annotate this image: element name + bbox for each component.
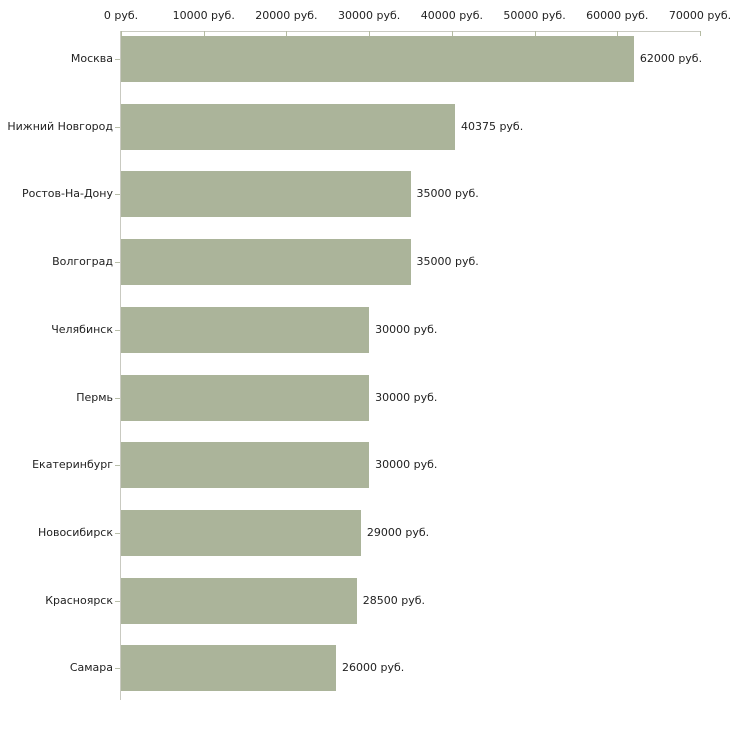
x-axis-tick-label: 40000 руб.	[420, 9, 483, 22]
y-axis-tick-mark	[115, 262, 120, 263]
bar-7	[121, 442, 370, 489]
value-label: 28500 руб.	[362, 593, 425, 607]
value-label: 30000 руб.	[375, 390, 438, 404]
value-label: 30000 руб.	[375, 458, 438, 472]
y-axis-tick-mark	[115, 59, 120, 60]
category-label: Красноярск	[45, 593, 113, 607]
category-label: Волгоград	[52, 255, 113, 269]
x-axis-tick-label: 30000 руб.	[338, 9, 401, 22]
x-axis-tick-label: 10000 руб.	[172, 9, 235, 22]
bar-10	[121, 645, 337, 692]
y-axis-tick-mark	[115, 465, 120, 466]
category-label: Челябинск	[51, 322, 113, 336]
y-axis-tick-mark	[115, 330, 120, 331]
x-axis-tick-mark	[204, 31, 205, 36]
category-label: Нижний Новгород	[7, 119, 113, 133]
x-axis-tick-mark	[535, 31, 536, 36]
x-axis-tick-mark	[452, 31, 453, 36]
value-label: 35000 руб.	[416, 187, 479, 201]
x-axis-tick-mark	[369, 31, 370, 36]
category-label: Самара	[69, 661, 113, 675]
y-axis-tick-mark	[115, 127, 120, 128]
value-label: 40375 руб.	[460, 119, 524, 133]
value-label: 30000 руб.	[375, 322, 438, 336]
y-axis-tick-mark	[115, 398, 120, 399]
bar-5	[121, 306, 370, 353]
x-axis-tick-label: 50000 руб.	[503, 9, 566, 22]
category-label: Москва	[70, 52, 113, 65]
y-axis-tick-mark	[115, 533, 120, 534]
x-axis-tick-label: 70000 руб.	[668, 9, 730, 22]
y-axis-tick-mark	[115, 601, 120, 602]
x-axis-tick-label: 20000 руб.	[255, 9, 318, 22]
value-label: 62000 руб.	[639, 52, 703, 65]
y-axis-line	[120, 31, 121, 700]
value-label: 35000 руб.	[416, 255, 479, 269]
x-axis-tick-label: 0 руб.	[103, 9, 139, 22]
x-axis-tick-mark	[700, 31, 701, 36]
bar-2	[121, 103, 455, 150]
category-label: Ростов-На-Дону	[21, 187, 113, 201]
category-label: Пермь	[76, 390, 113, 404]
x-axis-tick-mark	[286, 31, 287, 36]
value-label: 29000 руб.	[366, 525, 430, 539]
bar-6	[121, 374, 370, 421]
x-axis-tick-label: 60000 руб.	[586, 9, 649, 22]
y-axis-tick-mark	[115, 194, 120, 195]
x-axis-line	[121, 31, 701, 32]
category-label: Екатеринбург	[32, 458, 113, 472]
bar-4	[121, 239, 411, 286]
bar-9	[121, 577, 357, 624]
value-label: 26000 руб.	[342, 661, 405, 675]
x-axis-tick-mark	[121, 31, 122, 36]
bar-1	[121, 36, 634, 82]
y-axis-tick-mark	[115, 668, 120, 669]
x-axis-tick-mark	[617, 31, 618, 36]
bar-8	[121, 509, 361, 556]
category-label: Новосибирск	[37, 525, 113, 539]
bar-3	[121, 171, 411, 218]
